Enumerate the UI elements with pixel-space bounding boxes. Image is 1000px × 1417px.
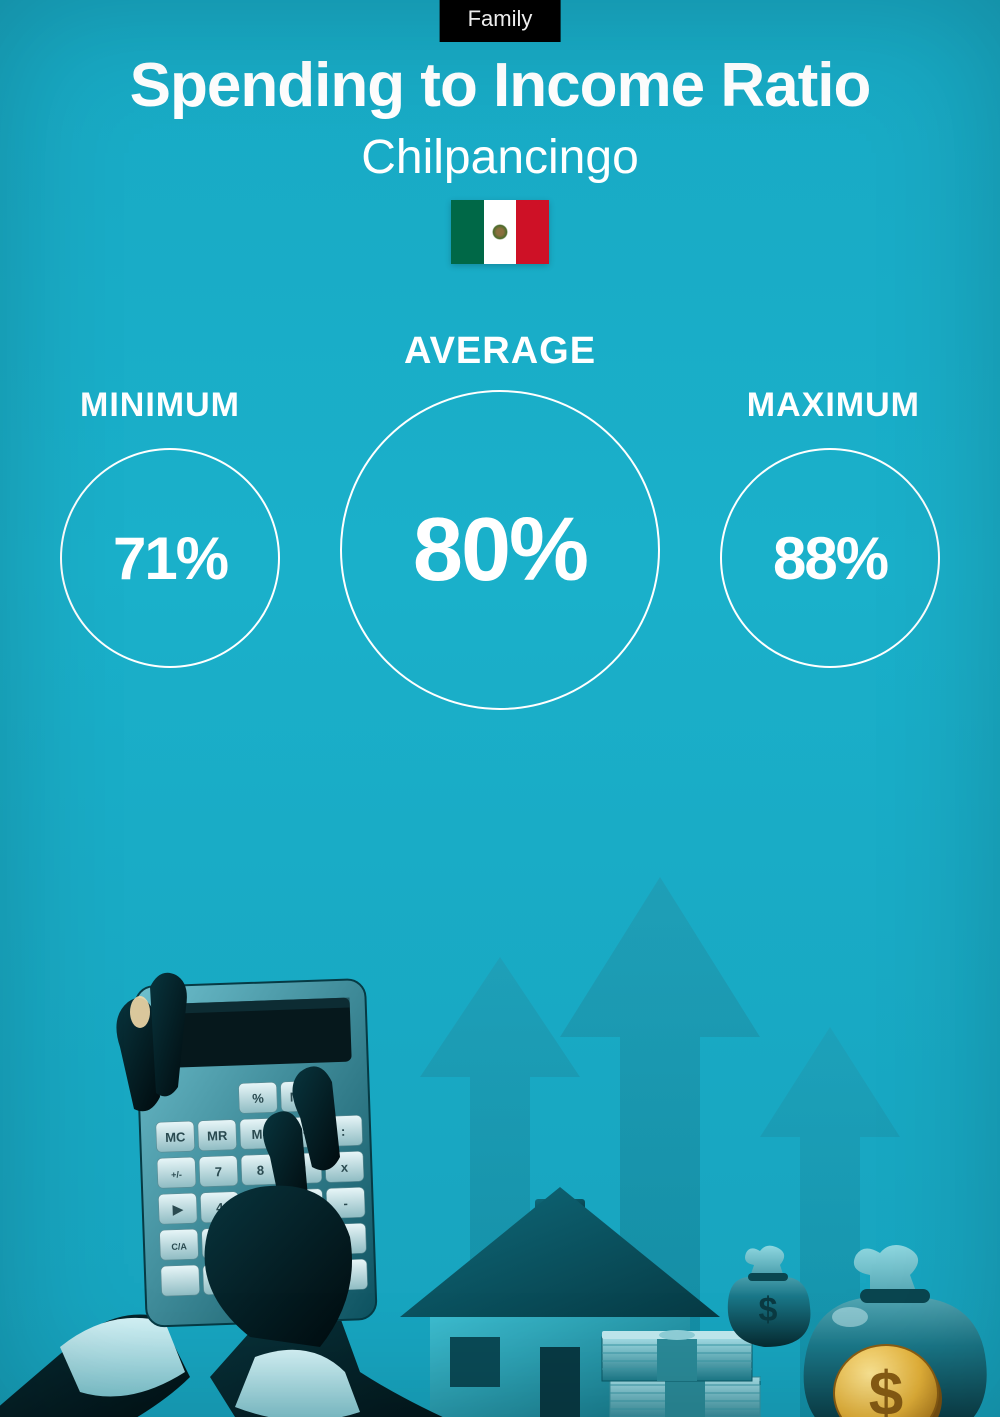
flag-stripe-left bbox=[451, 200, 484, 264]
calculator-key-label: MR bbox=[207, 1128, 228, 1144]
country-flag-icon bbox=[451, 200, 549, 264]
money-bag-icon: $ bbox=[728, 1246, 811, 1347]
maximum-circle: 88% bbox=[720, 448, 940, 668]
maximum-value: 88% bbox=[773, 524, 887, 593]
stats-row: AVERAGE MINIMUM MAXIMUM 71% 80% 88% bbox=[0, 330, 1000, 750]
calculator-key-label: +/- bbox=[171, 1169, 182, 1179]
page-title: Spending to Income Ratio bbox=[0, 50, 1000, 121]
calculator-key-label: 8 bbox=[257, 1163, 265, 1178]
hand-icon bbox=[0, 1315, 190, 1417]
flag-emblem-icon bbox=[492, 224, 508, 240]
minimum-value: 71% bbox=[113, 524, 227, 593]
calculator-key bbox=[161, 1265, 200, 1296]
city-name: Chilpancingo bbox=[0, 130, 1000, 185]
flag-stripe-center bbox=[484, 200, 517, 264]
category-badge: Family bbox=[440, 0, 561, 42]
average-label: AVERAGE bbox=[404, 330, 596, 373]
calculator-key-label: 7 bbox=[215, 1164, 223, 1179]
minimum-label: MINIMUM bbox=[80, 386, 240, 425]
maximum-label: MAXIMUM bbox=[747, 386, 920, 425]
svg-text:$: $ bbox=[759, 1291, 778, 1329]
cash-stack-icon bbox=[602, 1330, 760, 1417]
calculator-key-label: x bbox=[341, 1160, 350, 1175]
average-value: 80% bbox=[413, 499, 587, 602]
flag-stripe-right bbox=[516, 200, 549, 264]
finance-illustration: $ $ %MUMCMRM-M+:+ bbox=[0, 817, 1000, 1417]
calculator-key-label: % bbox=[252, 1091, 265, 1106]
calculator-key-label: ▶ bbox=[172, 1201, 185, 1216]
category-badge-label: Family bbox=[468, 6, 533, 31]
average-circle: 80% bbox=[340, 390, 660, 710]
calculator-key-label: MC bbox=[165, 1129, 186, 1145]
svg-text:$: $ bbox=[869, 1360, 903, 1417]
minimum-circle: 71% bbox=[60, 448, 280, 668]
calculator-key-label: C/A bbox=[171, 1241, 187, 1252]
calculator-key-label: : bbox=[341, 1124, 346, 1139]
calculator-key-label: - bbox=[343, 1196, 348, 1211]
